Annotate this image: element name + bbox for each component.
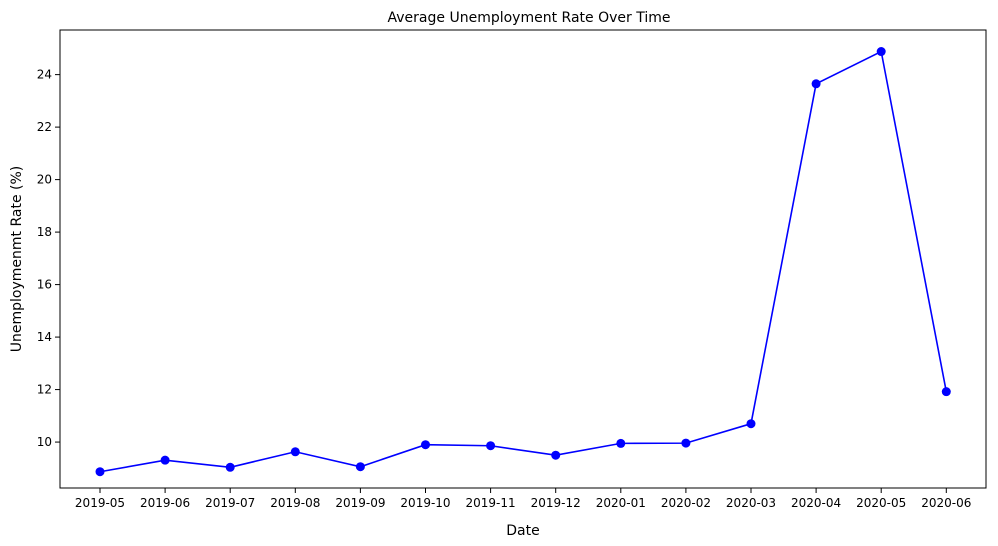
- data-point: [941, 387, 951, 397]
- x-tick-label: 2019-10: [400, 496, 450, 510]
- data-point: [551, 450, 561, 460]
- data-point: [160, 455, 170, 465]
- y-tick-label: 22: [37, 120, 52, 134]
- data-point: [95, 467, 105, 477]
- x-tick-label: 2020-06: [921, 496, 971, 510]
- data-point: [681, 438, 691, 448]
- x-tick-label: 2019-07: [205, 496, 255, 510]
- x-tick-label: 2019-08: [270, 496, 320, 510]
- x-tick-label: 2019-05: [75, 496, 125, 510]
- data-point: [355, 462, 365, 472]
- x-tick-label: 2020-05: [856, 496, 906, 510]
- y-tick-label: 14: [37, 330, 52, 344]
- x-tick-label: 2020-03: [726, 496, 776, 510]
- data-point: [616, 438, 626, 448]
- x-tick-label: 2020-01: [596, 496, 646, 510]
- data-point: [811, 79, 821, 89]
- x-axis-title: Date: [506, 523, 539, 539]
- x-tick-label: 2020-02: [661, 496, 711, 510]
- y-tick-label: 10: [37, 435, 52, 449]
- y-axis: 10 12 14 16 18 20 22 24: [37, 68, 60, 449]
- plot-border: [59, 29, 987, 489]
- y-tick-label: 12: [37, 383, 52, 397]
- data-point: [421, 440, 430, 450]
- y-tick-label: 16: [37, 278, 52, 292]
- data-point: [746, 419, 756, 429]
- data-point: [290, 447, 300, 457]
- data-point: [225, 462, 235, 472]
- data-point: [486, 441, 496, 451]
- y-tick-label: 20: [37, 173, 52, 187]
- y-tick-label: 24: [37, 68, 52, 82]
- y-tick-label: 18: [37, 225, 52, 239]
- data-point: [876, 47, 886, 57]
- plot-frame: [59, 29, 987, 489]
- y-axis-title: Unemploymenmt Rate (%): [9, 166, 25, 352]
- series-layer: [95, 47, 951, 477]
- series-line: [99, 50, 948, 473]
- chart-title: Average Unemployment Rate Over Time: [388, 10, 671, 26]
- x-tick-label: 2019-11: [466, 496, 516, 510]
- x-tick-label: 2019-09: [335, 496, 385, 510]
- x-tick-label: 2019-06: [140, 496, 190, 510]
- x-axis: 2019-05 2019-06 2019-07 2019-08 2019-09 2019-…: [75, 488, 971, 510]
- x-tick-label: 2020-04: [791, 496, 841, 510]
- x-tick-label: 2019-12: [531, 496, 581, 510]
